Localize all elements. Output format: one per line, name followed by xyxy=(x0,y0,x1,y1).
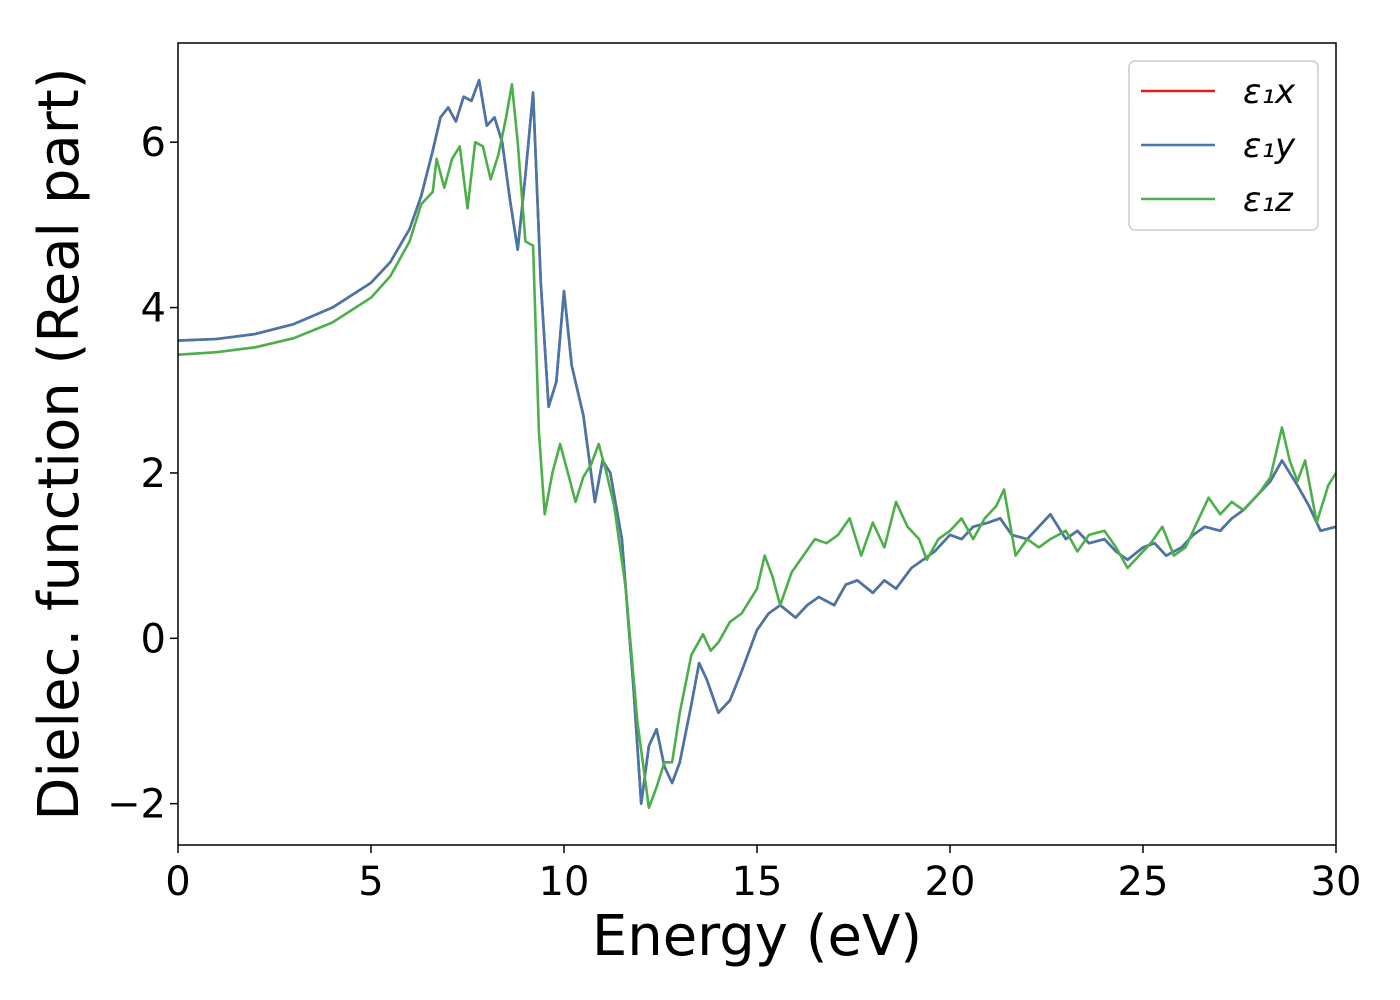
series-layer xyxy=(177,78,1338,810)
legend-label: ε₁x xyxy=(1243,72,1296,112)
x-tick-label: 5 xyxy=(358,859,383,905)
y-tick-label: −2 xyxy=(107,782,166,828)
x-axis-label: Energy (eV) xyxy=(592,904,922,969)
y-tick-label: 2 xyxy=(141,451,166,497)
x-tick-label: 15 xyxy=(732,859,783,905)
series-line-3 xyxy=(177,83,1338,810)
y-axis-ticks: −2 0 2 4 6 xyxy=(107,120,178,828)
x-tick-label: 10 xyxy=(539,859,590,905)
plot-area xyxy=(177,42,1338,846)
legend: ε₁x ε₁y ε₁z xyxy=(1128,60,1319,231)
legend-frame xyxy=(1128,60,1319,231)
x-axis-ticks: 0 5 10 15 20 25 30 xyxy=(165,845,1361,905)
x-tick-label: 20 xyxy=(925,859,976,905)
y-tick-label: 0 xyxy=(141,616,166,662)
legend-label: ε₁y xyxy=(1243,126,1296,166)
y-tick-label: 6 xyxy=(141,120,166,166)
series-line-2 xyxy=(177,78,1337,805)
y-tick-label: 4 xyxy=(141,286,166,332)
y-axis-label: Dielec. function (Real part) xyxy=(27,67,92,820)
x-tick-label: 30 xyxy=(1311,859,1362,905)
legend-label: ε₁z xyxy=(1243,180,1294,220)
x-tick-label: 25 xyxy=(1118,859,1169,905)
x-tick-label: 0 xyxy=(165,859,190,905)
